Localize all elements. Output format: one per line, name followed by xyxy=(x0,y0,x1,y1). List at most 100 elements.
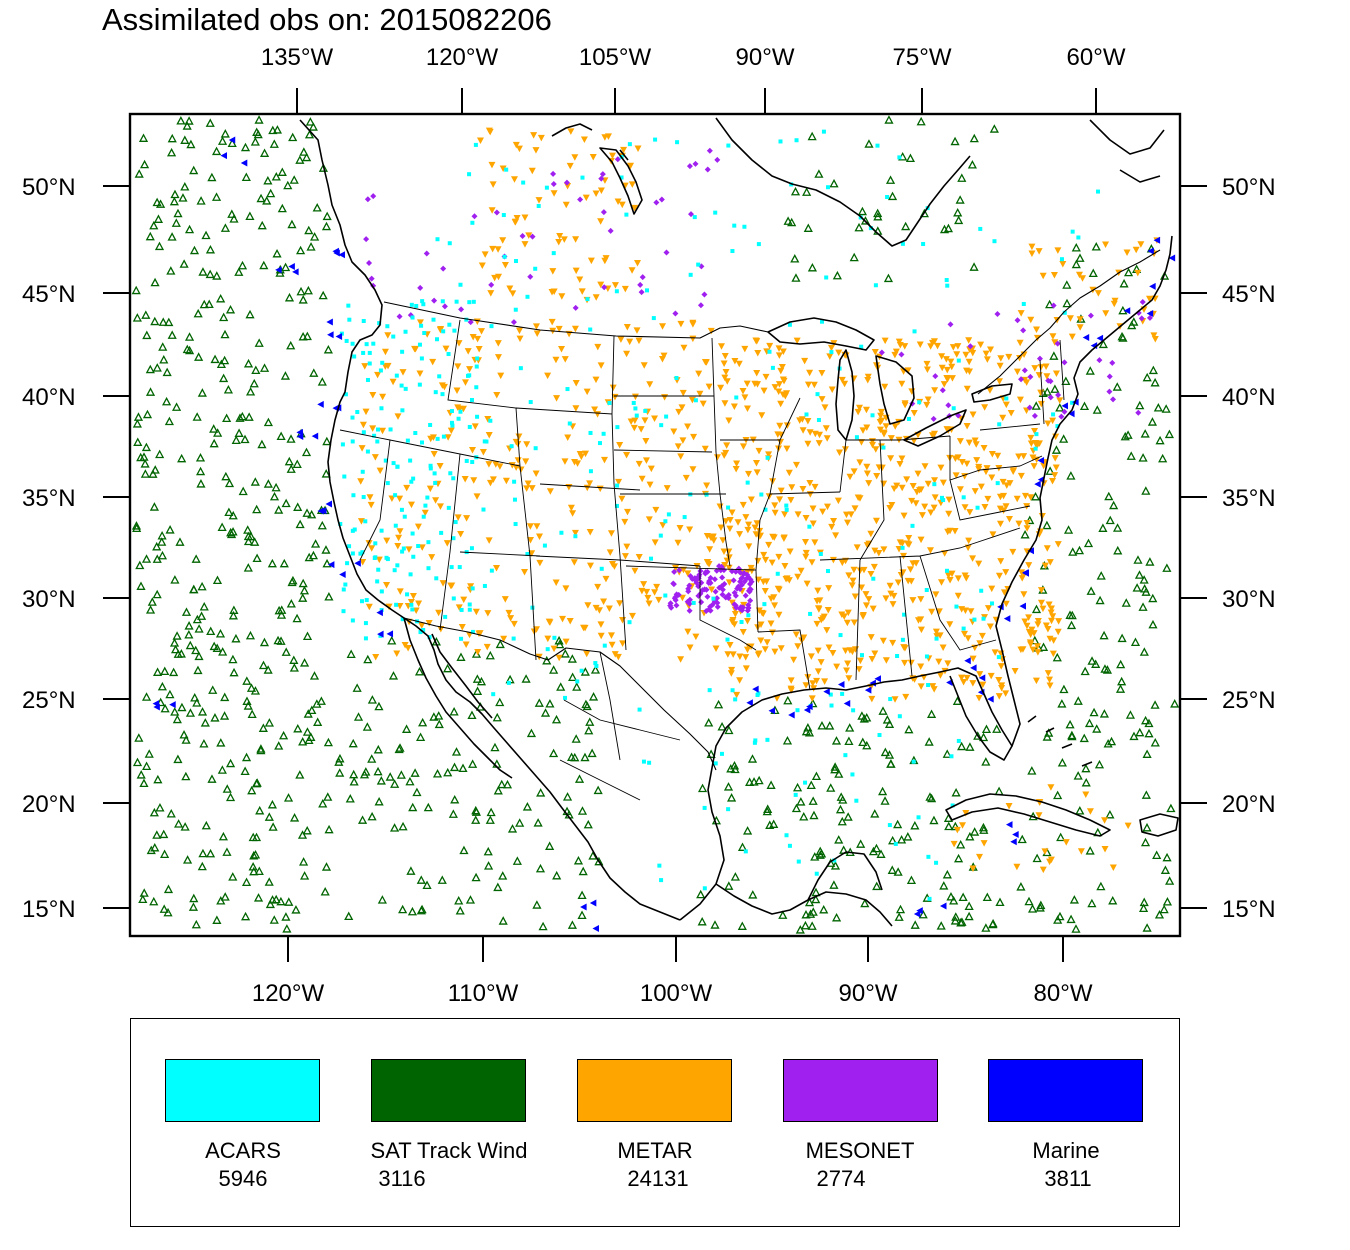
sat-track-wind-marker xyxy=(275,268,285,277)
metar-marker xyxy=(981,503,989,511)
lake-erie xyxy=(903,409,967,447)
acars-marker xyxy=(501,213,506,218)
sat-track-wind-marker xyxy=(181,771,191,781)
metar-marker xyxy=(752,531,760,538)
sat-track-wind-marker xyxy=(152,541,162,551)
sat-track-wind-marker xyxy=(269,491,280,501)
metar-marker xyxy=(804,440,812,448)
sat-track-wind-marker xyxy=(808,698,818,708)
metar-marker xyxy=(776,422,784,430)
acars-marker xyxy=(575,679,580,684)
metar-marker xyxy=(1082,791,1090,799)
metar-marker xyxy=(844,519,852,527)
mesonet-marker xyxy=(994,311,1001,318)
acars-marker xyxy=(525,552,530,557)
sat-track-wind-marker xyxy=(266,188,276,198)
metar-marker xyxy=(821,404,829,411)
metar-marker xyxy=(1016,354,1024,362)
metar-marker xyxy=(454,404,462,411)
marine-marker xyxy=(803,706,811,714)
sat-track-wind-marker xyxy=(299,585,310,595)
metar-marker xyxy=(814,668,822,675)
sat-track-wind-marker xyxy=(729,760,740,770)
sat-track-wind-marker xyxy=(1132,583,1142,592)
metar-marker xyxy=(917,663,925,670)
acars-marker xyxy=(659,878,664,883)
sat-track-wind-marker xyxy=(388,671,399,680)
metar-marker xyxy=(646,381,654,388)
sat-track-wind-marker xyxy=(1148,619,1158,629)
sat-track-wind-marker xyxy=(256,744,266,753)
mesonet-marker xyxy=(510,319,517,326)
sat-track-wind-marker xyxy=(153,214,164,223)
acars-marker xyxy=(350,341,355,346)
sat-track-wind-marker xyxy=(1027,904,1038,913)
metar-marker xyxy=(987,672,995,680)
baja-california xyxy=(403,617,513,779)
sat-track-wind-marker xyxy=(284,897,294,906)
metar-marker xyxy=(379,393,387,401)
metar-marker xyxy=(892,348,900,356)
sat-track-wind-marker xyxy=(1104,491,1114,501)
metar-marker xyxy=(761,587,769,595)
acars-marker xyxy=(545,647,550,652)
sat-track-wind-marker xyxy=(1126,451,1136,460)
sat-track-wind-marker xyxy=(138,133,149,142)
metar-marker xyxy=(489,476,497,483)
sat-track-wind-marker xyxy=(164,317,174,327)
metar-marker xyxy=(741,345,749,353)
metar-marker xyxy=(822,425,830,432)
sat-track-wind-marker xyxy=(1099,709,1109,718)
acars-marker xyxy=(627,620,632,625)
sat-track-wind-marker xyxy=(306,242,316,251)
metar-marker xyxy=(608,152,616,160)
acars-marker xyxy=(726,807,731,812)
sat-track-wind-marker xyxy=(471,805,481,815)
sat-track-wind-marker xyxy=(317,520,327,530)
metar-marker xyxy=(799,486,807,493)
metar-marker xyxy=(1020,453,1028,460)
metar-marker xyxy=(940,381,948,388)
mesonet-marker xyxy=(363,236,370,243)
sat-track-wind-marker xyxy=(1088,268,1098,278)
metar-marker xyxy=(379,427,387,435)
mesonet-marker xyxy=(706,147,713,154)
acars-marker xyxy=(405,438,410,443)
sat-track-wind-marker xyxy=(220,355,230,365)
sat-track-wind-marker xyxy=(192,698,202,707)
mesonet-marker xyxy=(707,603,714,610)
marine-marker xyxy=(1010,838,1017,846)
acars-marker xyxy=(601,431,606,436)
sat-track-wind-marker xyxy=(309,368,319,377)
sat-track-wind-marker xyxy=(240,911,251,921)
sat-track-wind-marker xyxy=(1071,259,1081,269)
marine-marker xyxy=(752,685,759,693)
sat-track-wind-marker xyxy=(854,222,864,232)
metar-marker xyxy=(775,586,783,594)
metar-marker xyxy=(825,644,833,652)
sat-track-wind-marker xyxy=(1085,366,1095,375)
sat-track-wind-marker xyxy=(819,904,829,914)
metar-marker xyxy=(998,682,1006,689)
metar-marker xyxy=(762,373,770,381)
acars-marker xyxy=(843,753,848,758)
metar-marker xyxy=(1049,333,1057,340)
sat-track-wind-marker xyxy=(1138,602,1148,611)
metar-marker xyxy=(846,473,854,481)
sat-track-wind-marker xyxy=(258,723,268,732)
marine-marker xyxy=(296,428,303,436)
metar-marker xyxy=(733,691,741,699)
metar-marker xyxy=(1033,326,1041,333)
sat-track-wind-marker xyxy=(1116,659,1126,669)
metar-marker xyxy=(849,577,857,585)
metar-marker xyxy=(471,423,479,430)
mesonet-marker xyxy=(702,570,709,577)
sat-track-wind-marker xyxy=(778,910,788,919)
sat-track-wind-marker xyxy=(1059,434,1069,443)
metar-marker xyxy=(597,187,605,194)
metar-marker xyxy=(765,541,773,549)
metar-marker xyxy=(684,423,692,431)
sat-track-wind-marker xyxy=(149,502,159,511)
sat-track-wind-marker xyxy=(159,904,169,913)
acars-marker xyxy=(633,406,638,411)
